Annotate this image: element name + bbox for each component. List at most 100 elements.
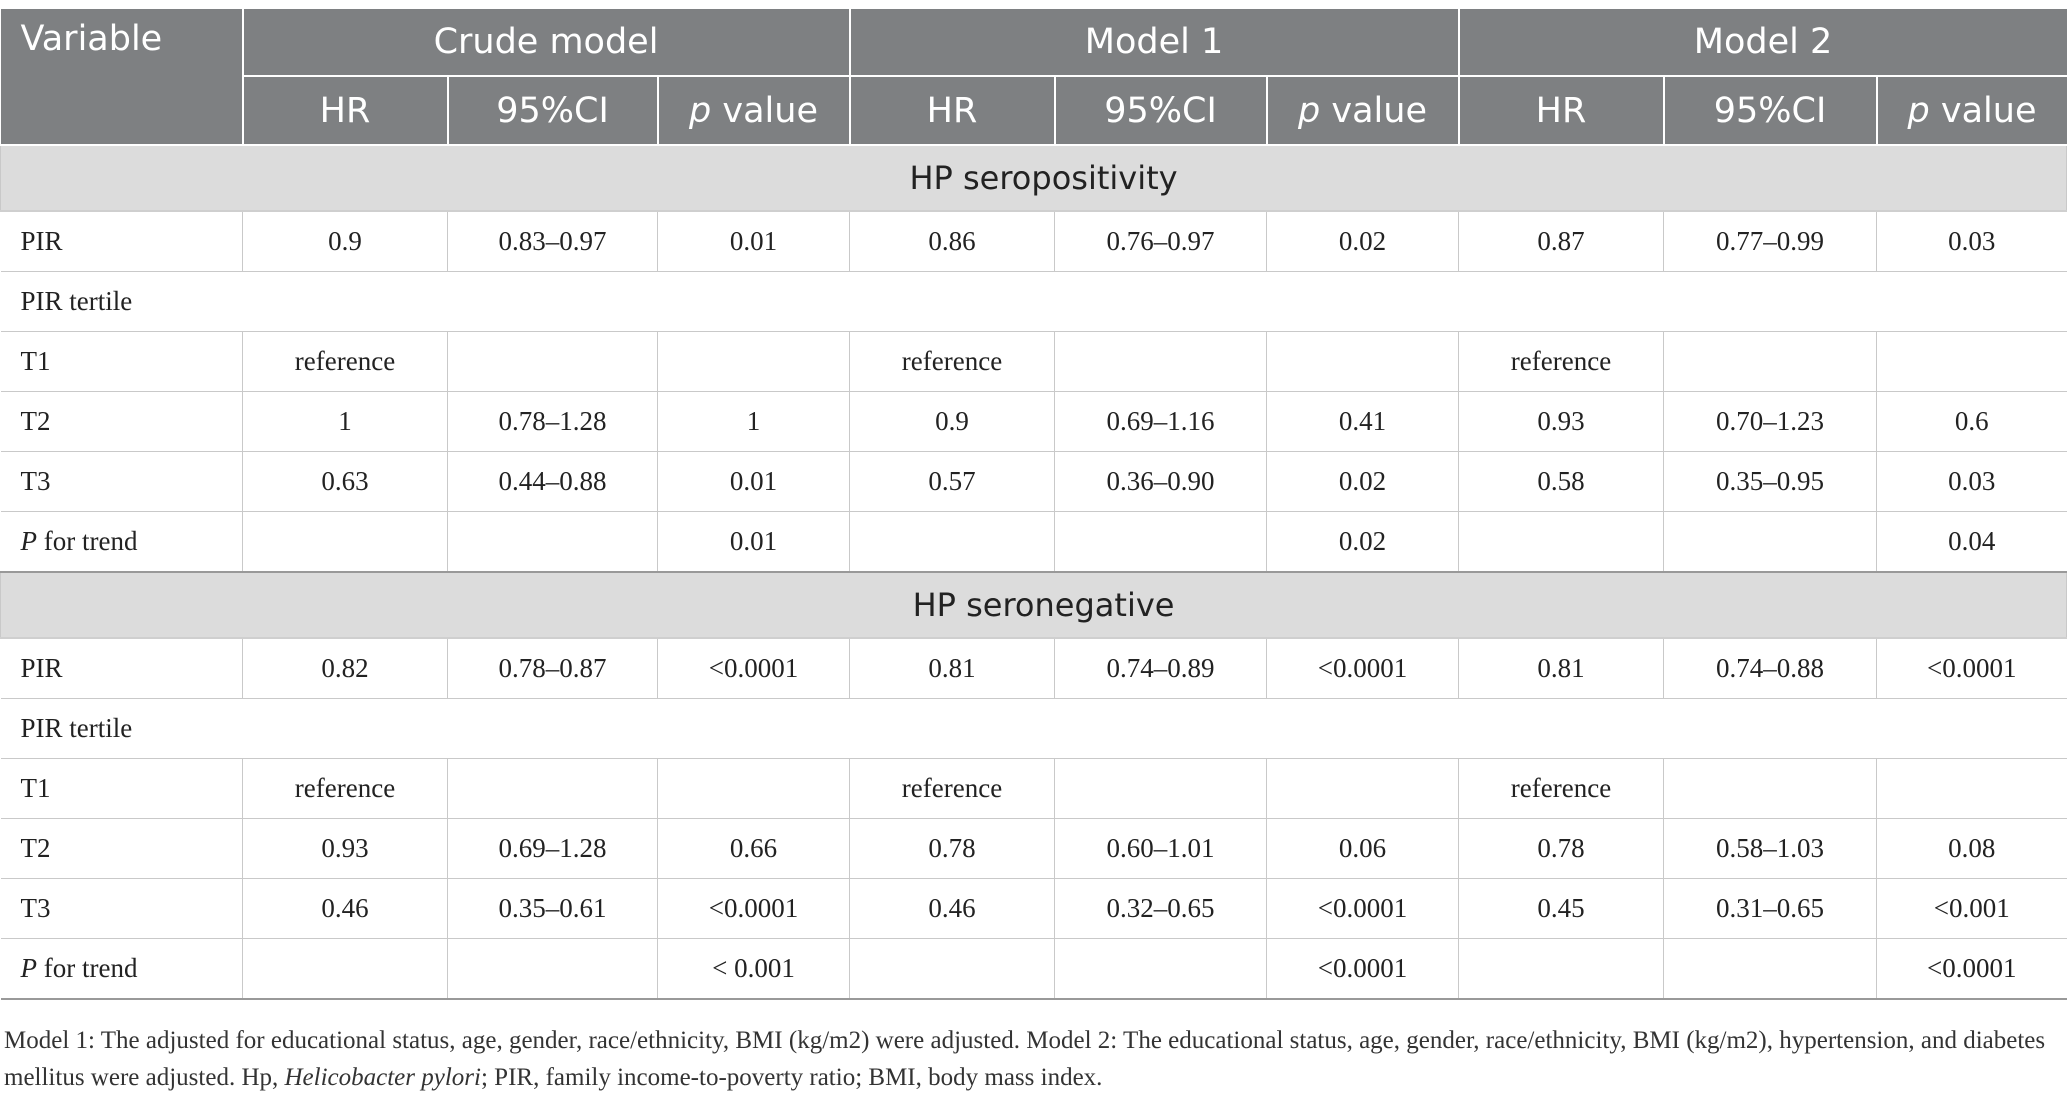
table-cell: 0.81: [1458, 637, 1664, 699]
table-row: T3 0.63 0.44–0.88 0.01 0.57 0.36–0.90 0.02 0.58…: [0, 451, 2067, 512]
table-cell: 0.9: [849, 391, 1055, 452]
table-cell: 0.78: [849, 818, 1055, 879]
table-row: T1 reference reference reference: [0, 758, 2067, 819]
table-cell: <0.0001: [657, 637, 850, 699]
results-table: Variable Crude model Model 1 Model 2 HR …: [0, 9, 2068, 1000]
table-cell: 0.6: [1875, 391, 2067, 452]
table-cell: 0.35–0.95: [1663, 451, 1877, 512]
table-cell: 0.41: [1266, 391, 1459, 452]
table-cell: [1054, 331, 1267, 392]
table-cell: 0.02: [1266, 210, 1459, 272]
header-p-value: p value: [656, 76, 851, 146]
table-cell: 0.02: [1266, 511, 1459, 573]
table-row: P for trend 0.01 0.02 0.04: [0, 511, 2067, 573]
table-cell: 0.58–1.03: [1663, 818, 1877, 879]
table-footnote: Model 1: The adjusted for educational st…: [4, 1022, 2062, 1096]
table-cell: 1: [242, 391, 448, 452]
section-header-row: HP seropositivity: [0, 144, 2068, 212]
table-row: PIR 0.9 0.83–0.97 0.01 0.86 0.76–0.97 0.02 0.87…: [0, 210, 2067, 272]
table-cell: 0.01: [657, 210, 850, 272]
table-cell: 0.74–0.89: [1054, 637, 1267, 699]
table-cell: 0.01: [657, 511, 850, 573]
table-cell: [1663, 758, 1877, 819]
header-ci: 95%CI: [446, 76, 659, 146]
table-cell: [657, 331, 850, 392]
table-cell: 0.81: [849, 637, 1055, 699]
table-cell: reference: [242, 758, 448, 819]
table-cell: 0.57: [849, 451, 1055, 512]
table-cell: 0.76–0.97: [1054, 210, 1267, 272]
table-cell: 0.86: [849, 210, 1055, 272]
table-cell: reference: [1458, 331, 1664, 392]
row-label: PIR: [0, 210, 243, 272]
header-p-value: p value: [1265, 76, 1460, 146]
header-p-value: p value: [1875, 76, 2067, 146]
table-cell: 0.69–1.16: [1054, 391, 1267, 452]
table-cell: reference: [242, 331, 448, 392]
table-cell: 0.32–0.65: [1054, 878, 1267, 939]
header-crude-model: Crude model: [241, 9, 851, 77]
table-cell: 0.66: [657, 818, 850, 879]
table-cell: 0.03: [1875, 451, 2067, 512]
table-cell: <0.0001: [1875, 938, 2067, 1000]
table-cell: 0.78: [1458, 818, 1664, 879]
table-cell: 0.01: [657, 451, 850, 512]
row-label: T3: [0, 878, 243, 939]
table-cell: 0.31–0.65: [1663, 878, 1877, 939]
row-label: T2: [0, 818, 243, 879]
table-cell: 0.74–0.88: [1663, 637, 1877, 699]
table-cell: [1663, 331, 1877, 392]
table-cell: [447, 331, 658, 392]
table-cell: [242, 511, 448, 573]
table-cell: <0.0001: [1875, 637, 2067, 699]
table-cell: reference: [849, 758, 1055, 819]
section-title: HP seronegative: [0, 571, 2068, 639]
table-cell: 0.63: [242, 451, 448, 512]
tertile-label-row: PIR tertile: [0, 698, 2067, 759]
table-cell: [1054, 511, 1267, 573]
table-cell: 0.9: [242, 210, 448, 272]
table-cell: 0.93: [242, 818, 448, 879]
table-cell: 1: [657, 391, 850, 452]
table-cell: 0.60–1.01: [1054, 818, 1267, 879]
row-label: T1: [0, 758, 243, 819]
table-cell: [1054, 938, 1267, 1000]
table-cell: 0.70–1.23: [1663, 391, 1877, 452]
table-cell: [1875, 331, 2067, 392]
table-cell: <0.0001: [1266, 637, 1459, 699]
table-cell: <0.001: [1875, 878, 2067, 939]
table-cell: < 0.001: [657, 938, 850, 1000]
tertile-label: PIR tertile: [0, 698, 2067, 759]
header-ci: 95%CI: [1662, 76, 1878, 146]
row-label: T2: [0, 391, 243, 452]
table-cell: <0.0001: [657, 878, 850, 939]
table-cell: 0.87: [1458, 210, 1664, 272]
table-row: T1 reference reference reference: [0, 331, 2067, 392]
table-cell: [1458, 938, 1664, 1000]
table-cell: 0.45: [1458, 878, 1664, 939]
header-hr: HR: [848, 76, 1056, 146]
footnote-italic: Helicobacter pylori: [284, 1064, 481, 1091]
section-header-row: HP seronegative: [0, 571, 2068, 639]
row-label: P for trend: [0, 938, 243, 1000]
table-cell: 0.06: [1266, 818, 1459, 879]
table-cell: reference: [1458, 758, 1664, 819]
table-cell: 0.02: [1266, 451, 1459, 512]
table-row: PIR 0.82 0.78–0.87 <0.0001 0.81 0.74–0.89 <0.0…: [0, 637, 2067, 699]
table-row: T3 0.46 0.35–0.61 <0.0001 0.46 0.32–0.65 <0.00…: [0, 878, 2067, 939]
table-cell: [1663, 938, 1877, 1000]
table-cell: [1875, 758, 2067, 819]
header-variable: Variable: [0, 9, 244, 146]
table-body: HP seropositivity PIR 0.9 0.83–0.97 0.01 0.86…: [0, 144, 2068, 1000]
table-cell: [447, 511, 658, 573]
table-cell: [1266, 331, 1459, 392]
row-label: P for trend: [0, 511, 243, 573]
section-title: HP seropositivity: [0, 144, 2068, 212]
table-cell: 0.83–0.97: [447, 210, 658, 272]
header-hr: HR: [241, 76, 449, 146]
tertile-label-row: PIR tertile: [0, 271, 2067, 332]
row-label: T1: [0, 331, 243, 392]
header-model-2: Model 2: [1457, 9, 2067, 77]
table-cell: 0.78–0.87: [447, 637, 658, 699]
table-cell: 0.78–1.28: [447, 391, 658, 452]
